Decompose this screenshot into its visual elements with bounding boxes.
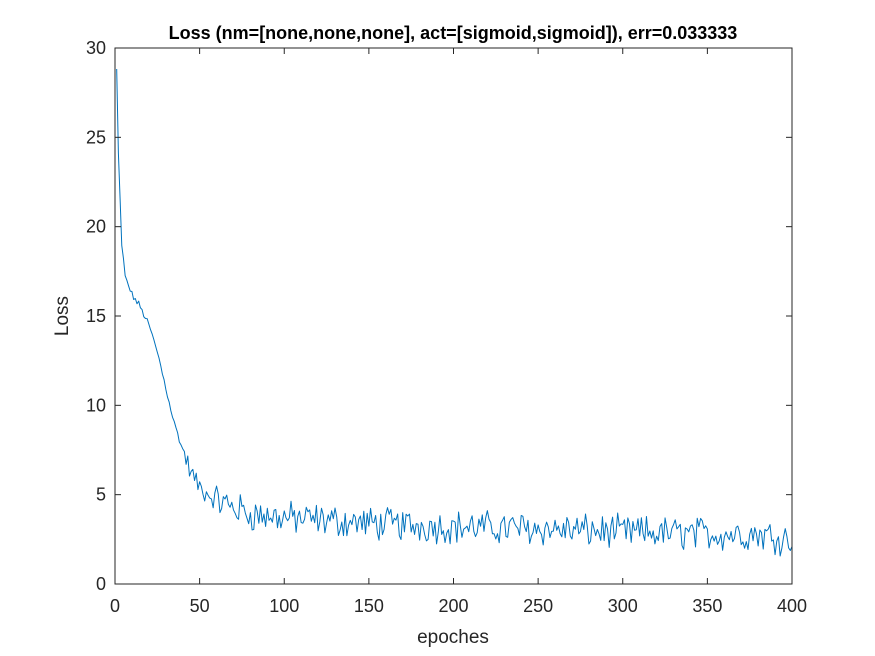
- y-tick-label: 20: [86, 217, 106, 237]
- x-tick-label: 350: [692, 596, 722, 616]
- y-tick-label: 5: [96, 485, 106, 505]
- x-tick-label: 50: [190, 596, 210, 616]
- plot-area: [115, 48, 792, 584]
- y-axis: 0 5 10 15 20 25 30: [86, 38, 792, 594]
- x-tick-label: 150: [354, 596, 384, 616]
- y-tick-label: 15: [86, 306, 106, 326]
- x-axis-label: epoches: [417, 627, 489, 648]
- x-tick-label: 250: [523, 596, 553, 616]
- loss-series-line: [116, 68, 792, 557]
- x-tick-label: 100: [269, 596, 299, 616]
- y-axis-label: Loss: [52, 296, 73, 336]
- chart-title: Loss (nm=[none,none,none], act=[sigmoid,…: [169, 23, 738, 43]
- x-tick-label: 400: [777, 596, 807, 616]
- y-tick-label: 0: [96, 574, 106, 594]
- x-tick-label: 300: [608, 596, 638, 616]
- y-tick-label: 25: [86, 127, 106, 147]
- x-axis: 0 50 100 150 200 250 300 350 400: [110, 48, 807, 616]
- x-tick-label: 0: [110, 596, 120, 616]
- y-tick-label: 10: [86, 395, 106, 415]
- x-tick-label: 200: [438, 596, 468, 616]
- y-tick-label: 30: [86, 38, 106, 58]
